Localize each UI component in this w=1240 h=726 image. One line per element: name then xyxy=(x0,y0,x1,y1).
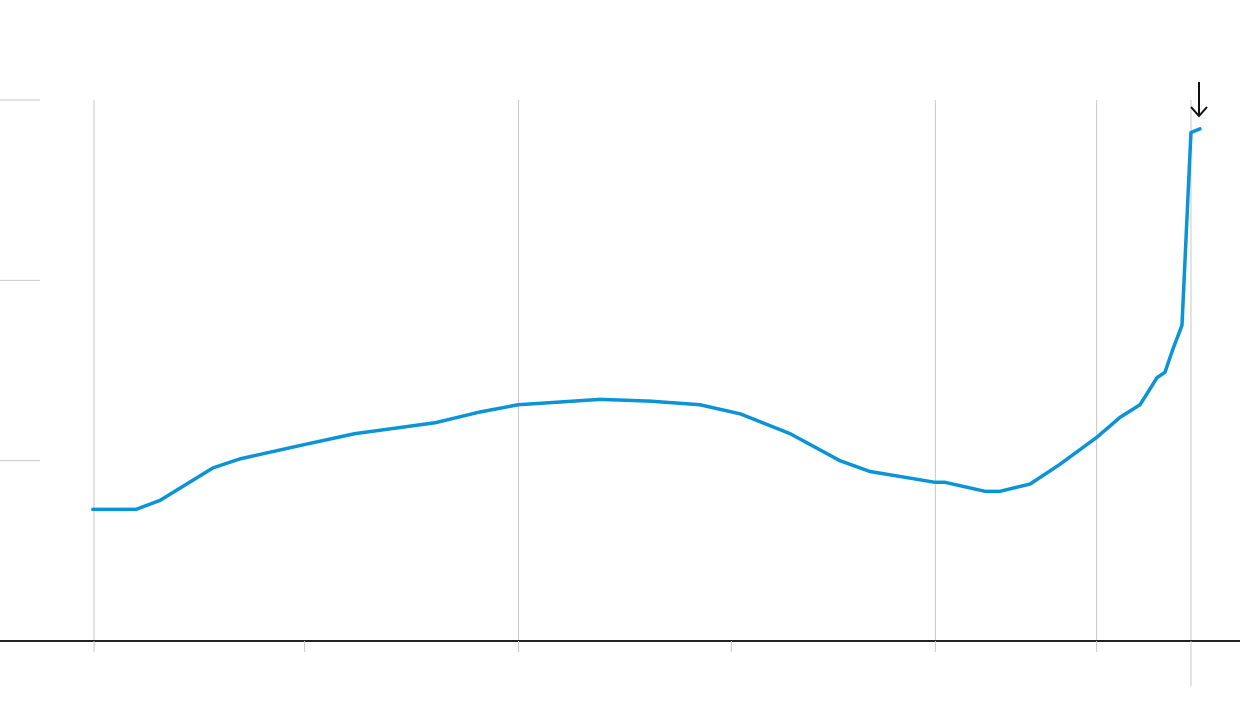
annotation-arrow xyxy=(1190,82,1208,118)
line xyxy=(91,127,1202,512)
axes xyxy=(0,99,1240,686)
